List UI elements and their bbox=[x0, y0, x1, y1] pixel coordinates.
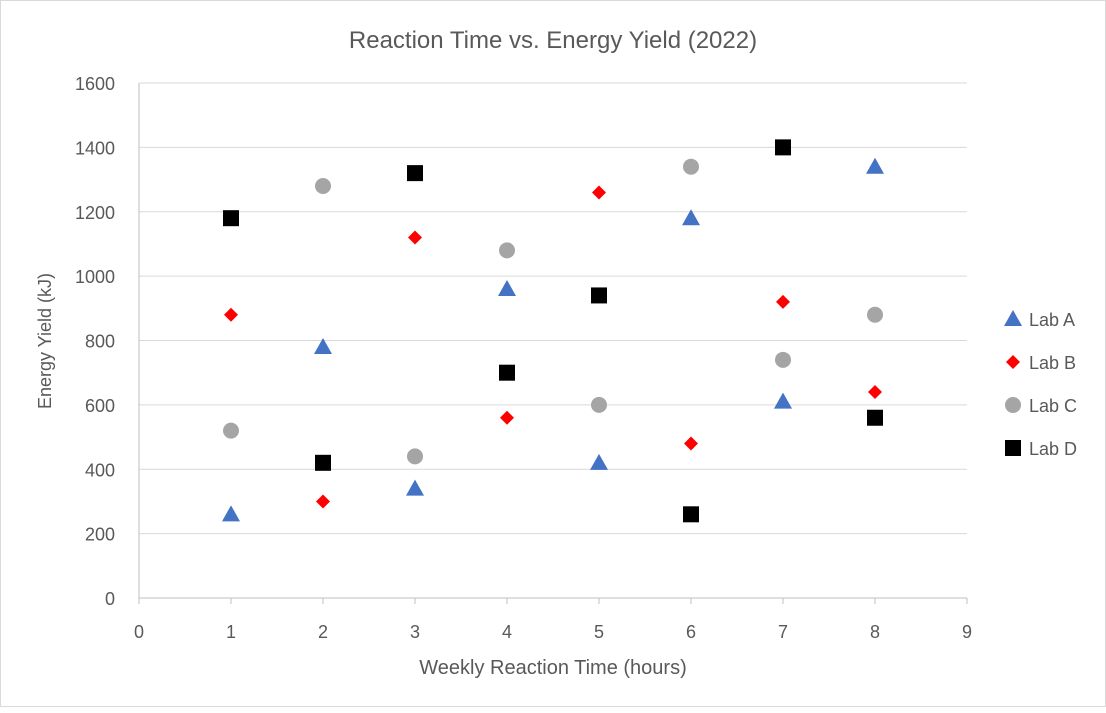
lab-b-point bbox=[500, 410, 514, 425]
lab-b-point bbox=[684, 436, 698, 451]
lab-c-point bbox=[407, 448, 423, 465]
lab-d-point bbox=[223, 210, 239, 227]
y-tick-label: 1400 bbox=[75, 138, 115, 158]
y-tick-label: 400 bbox=[85, 460, 115, 480]
y-tick-label: 200 bbox=[85, 525, 115, 545]
lab-b-point bbox=[868, 385, 882, 399]
legend-label-lab-b: Lab B bbox=[1029, 353, 1076, 373]
legend-marker-lab-d bbox=[1005, 440, 1021, 456]
lab-c-point bbox=[499, 242, 515, 259]
legend-marker-lab-c bbox=[1005, 397, 1021, 413]
lab-c-point bbox=[683, 158, 699, 175]
gridlines bbox=[138, 82, 968, 604]
lab-d-point bbox=[315, 454, 331, 471]
x-tick-label: 1 bbox=[226, 622, 236, 642]
y-tick-label: 1600 bbox=[75, 74, 115, 94]
lab-a-point bbox=[314, 337, 332, 354]
x-tick-label: 6 bbox=[686, 622, 696, 642]
legend-label-lab-d: Lab D bbox=[1029, 439, 1077, 459]
lab-c-point bbox=[775, 351, 791, 368]
x-tick-label: 2 bbox=[318, 622, 328, 642]
x-tick-label: 0 bbox=[134, 622, 144, 642]
legend-label-lab-c: Lab C bbox=[1029, 396, 1077, 416]
x-tick-label: 9 bbox=[962, 622, 972, 642]
lab-c-point bbox=[315, 178, 331, 194]
lab-b-point bbox=[408, 230, 422, 245]
lab-d-point bbox=[867, 409, 883, 426]
lab-d-point bbox=[499, 364, 515, 381]
x-tick-label: 5 bbox=[594, 622, 604, 642]
lab-a-point bbox=[682, 209, 700, 226]
legend: Lab A Lab B Lab C Lab D bbox=[1004, 310, 1077, 459]
lab-c-point bbox=[223, 422, 239, 439]
legend-label-lab-a: Lab A bbox=[1029, 310, 1075, 330]
lab-a-point bbox=[590, 453, 608, 470]
lab-a-point bbox=[406, 479, 424, 496]
y-tick-label: 600 bbox=[85, 396, 115, 416]
y-axis-label: Energy Yield (kJ) bbox=[35, 273, 55, 409]
x-tick-label: 4 bbox=[502, 622, 512, 642]
x-tick-label: 8 bbox=[870, 622, 880, 642]
lab-a-point bbox=[866, 157, 884, 174]
lab-d-point bbox=[775, 139, 791, 156]
chart-title: Reaction Time vs. Energy Yield (2022) bbox=[349, 27, 757, 54]
lab-a-point bbox=[222, 505, 240, 522]
y-tick-label: 800 bbox=[85, 332, 115, 352]
lab-d-point bbox=[591, 287, 607, 304]
data-points bbox=[222, 139, 884, 523]
legend-marker-lab-b bbox=[1006, 355, 1020, 369]
lab-a-point bbox=[498, 280, 516, 296]
lab-d-point bbox=[407, 165, 423, 182]
lab-b-point bbox=[316, 494, 330, 509]
lab-c-point bbox=[867, 306, 883, 323]
legend-marker-lab-a bbox=[1004, 310, 1022, 326]
lab-c-point bbox=[591, 396, 607, 413]
lab-a-point bbox=[774, 392, 792, 409]
y-axis-ticks: 0 200 400 600 800 1000 1200 1400 1600 bbox=[75, 74, 115, 609]
x-axis-label: Weekly Reaction Time (hours) bbox=[419, 657, 687, 679]
lab-b-point bbox=[776, 294, 790, 309]
y-tick-label: 1000 bbox=[75, 267, 115, 287]
lab-b-point bbox=[224, 307, 238, 322]
lab-b-point bbox=[592, 185, 606, 200]
x-axis-ticks: 0 1 2 3 4 5 6 7 8 9 bbox=[134, 622, 972, 642]
x-tick-label: 3 bbox=[410, 622, 420, 642]
y-tick-label: 1200 bbox=[75, 203, 115, 223]
lab-d-point bbox=[683, 506, 699, 523]
y-tick-label: 0 bbox=[105, 589, 115, 609]
x-tick-label: 7 bbox=[778, 622, 788, 642]
